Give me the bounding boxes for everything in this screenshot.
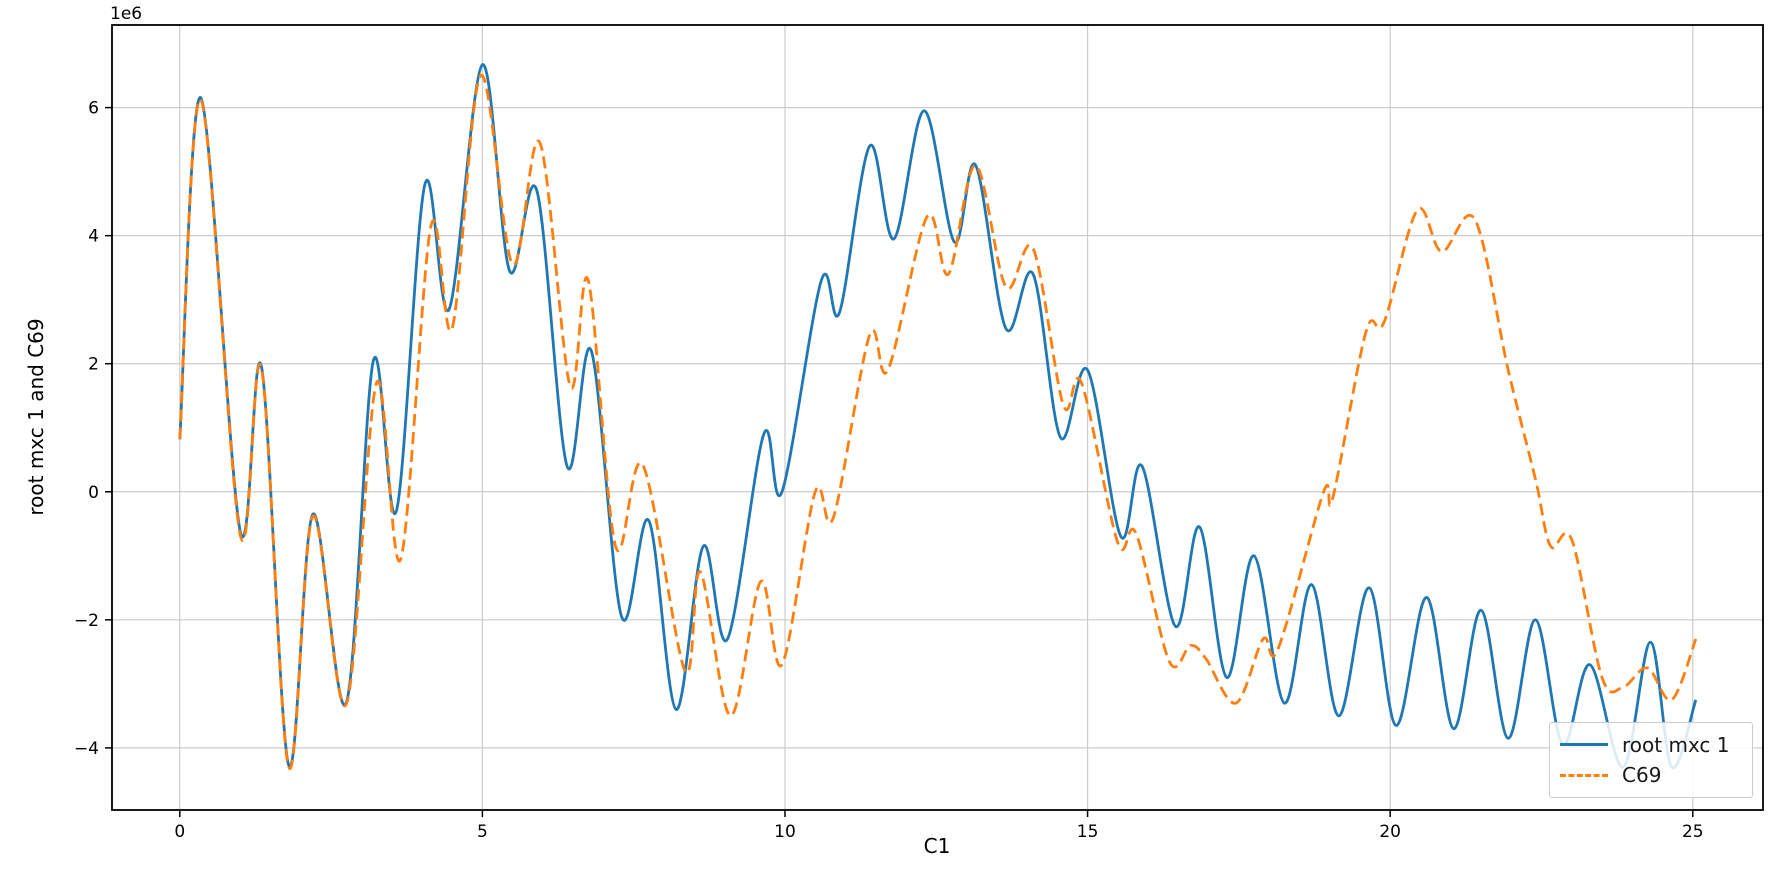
x-tick-label: 20 (1379, 822, 1401, 842)
y-tick-label: −4 (74, 739, 99, 759)
x-tick-label: 5 (477, 822, 488, 842)
legend-entry-c69: C69 (1560, 764, 1742, 786)
plot-border (111, 24, 1764, 811)
legend: root mxc 1 C69 (1549, 722, 1753, 798)
x-tick-label: 15 (1077, 822, 1099, 842)
x-axis-label: C1 (923, 834, 951, 858)
x-tick-label: 0 (174, 822, 185, 842)
y-tick-label: 0 (88, 483, 99, 503)
y-tick-label: 6 (88, 99, 99, 119)
legend-entry-root-mxc-1: root mxc 1 (1560, 734, 1742, 756)
x-tick-label: 25 (1682, 822, 1704, 842)
y-tick-label: 4 (88, 227, 99, 247)
legend-label: C69 (1622, 763, 1662, 788)
series-c69-line (178, 74, 1698, 771)
legend-label: root mxc 1 (1622, 732, 1730, 757)
legend-line-sample-dashed (1560, 773, 1608, 777)
series-root-mxc-1-line (178, 63, 1698, 770)
x-tick-label: 10 (774, 822, 796, 842)
y-tick-label: 2 (88, 355, 99, 375)
y-axis-label: root mxc 1 and C69 (24, 318, 48, 516)
y-axis-offset-text: 1e6 (110, 4, 143, 24)
y-tick-label: −2 (74, 611, 99, 631)
legend-line-sample-solid (1560, 743, 1608, 747)
